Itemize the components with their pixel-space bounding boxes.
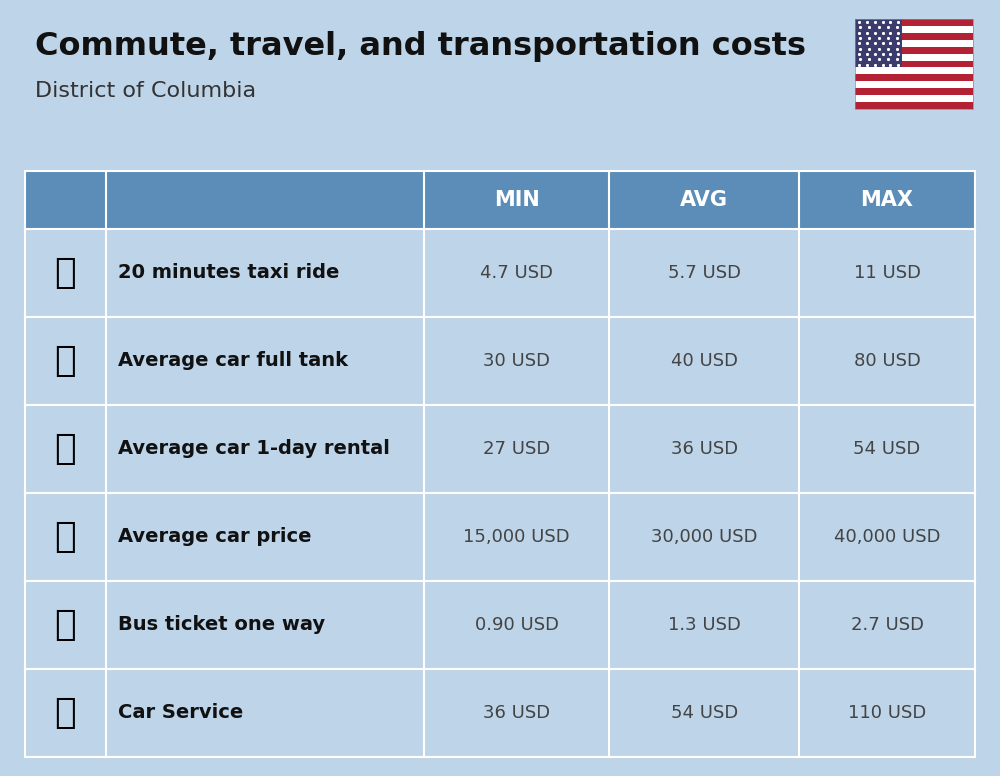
Text: 30 USD: 30 USD	[483, 352, 550, 370]
Text: District of Columbia: District of Columbia	[35, 81, 256, 102]
Text: Commute, travel, and transportation costs: Commute, travel, and transportation cost…	[35, 31, 806, 62]
FancyBboxPatch shape	[855, 19, 973, 26]
Text: Car Service: Car Service	[118, 703, 243, 722]
Text: 🛢: 🛢	[55, 344, 76, 378]
FancyBboxPatch shape	[25, 317, 975, 405]
FancyBboxPatch shape	[855, 40, 973, 47]
FancyBboxPatch shape	[855, 26, 973, 33]
Text: 11 USD: 11 USD	[854, 264, 921, 282]
Text: 🚌: 🚌	[55, 608, 76, 642]
FancyBboxPatch shape	[25, 669, 975, 757]
Text: Bus ticket one way: Bus ticket one way	[118, 615, 325, 634]
FancyBboxPatch shape	[855, 68, 973, 74]
Text: 54 USD: 54 USD	[853, 440, 921, 458]
Text: 🚙: 🚙	[55, 431, 76, 466]
Text: 4.7 USD: 4.7 USD	[480, 264, 553, 282]
Text: 1.3 USD: 1.3 USD	[668, 615, 741, 634]
FancyBboxPatch shape	[855, 47, 973, 54]
FancyBboxPatch shape	[855, 102, 973, 109]
Text: Average car full tank: Average car full tank	[118, 352, 348, 370]
Text: 27 USD: 27 USD	[483, 440, 550, 458]
Text: 🚕: 🚕	[55, 256, 76, 290]
Text: 5.7 USD: 5.7 USD	[668, 264, 741, 282]
Text: 40,000 USD: 40,000 USD	[834, 528, 940, 546]
FancyBboxPatch shape	[25, 405, 975, 493]
Text: 30,000 USD: 30,000 USD	[651, 528, 758, 546]
FancyBboxPatch shape	[25, 580, 975, 669]
Text: 80 USD: 80 USD	[854, 352, 921, 370]
FancyBboxPatch shape	[25, 171, 975, 229]
Text: 15,000 USD: 15,000 USD	[463, 528, 570, 546]
Text: 🚗: 🚗	[55, 520, 76, 554]
Text: 20 minutes taxi ride: 20 minutes taxi ride	[118, 263, 339, 282]
FancyBboxPatch shape	[25, 493, 975, 580]
FancyBboxPatch shape	[855, 61, 973, 68]
FancyBboxPatch shape	[25, 229, 975, 317]
Text: Average car price: Average car price	[118, 527, 311, 546]
FancyBboxPatch shape	[855, 33, 973, 40]
Text: 40 USD: 40 USD	[671, 352, 738, 370]
FancyBboxPatch shape	[855, 81, 973, 88]
Text: 110 USD: 110 USD	[848, 704, 926, 722]
Text: MIN: MIN	[494, 190, 540, 210]
Text: 2.7 USD: 2.7 USD	[851, 615, 924, 634]
FancyBboxPatch shape	[855, 74, 973, 81]
Text: AVG: AVG	[680, 190, 728, 210]
Text: 🔧: 🔧	[55, 695, 76, 729]
Text: 0.90 USD: 0.90 USD	[475, 615, 559, 634]
Text: MAX: MAX	[861, 190, 914, 210]
Text: 54 USD: 54 USD	[671, 704, 738, 722]
FancyBboxPatch shape	[855, 19, 902, 68]
FancyBboxPatch shape	[855, 95, 973, 102]
Text: Average car 1-day rental: Average car 1-day rental	[118, 439, 390, 459]
Text: 36 USD: 36 USD	[671, 440, 738, 458]
FancyBboxPatch shape	[855, 54, 973, 61]
Text: 36 USD: 36 USD	[483, 704, 550, 722]
FancyBboxPatch shape	[855, 88, 973, 95]
